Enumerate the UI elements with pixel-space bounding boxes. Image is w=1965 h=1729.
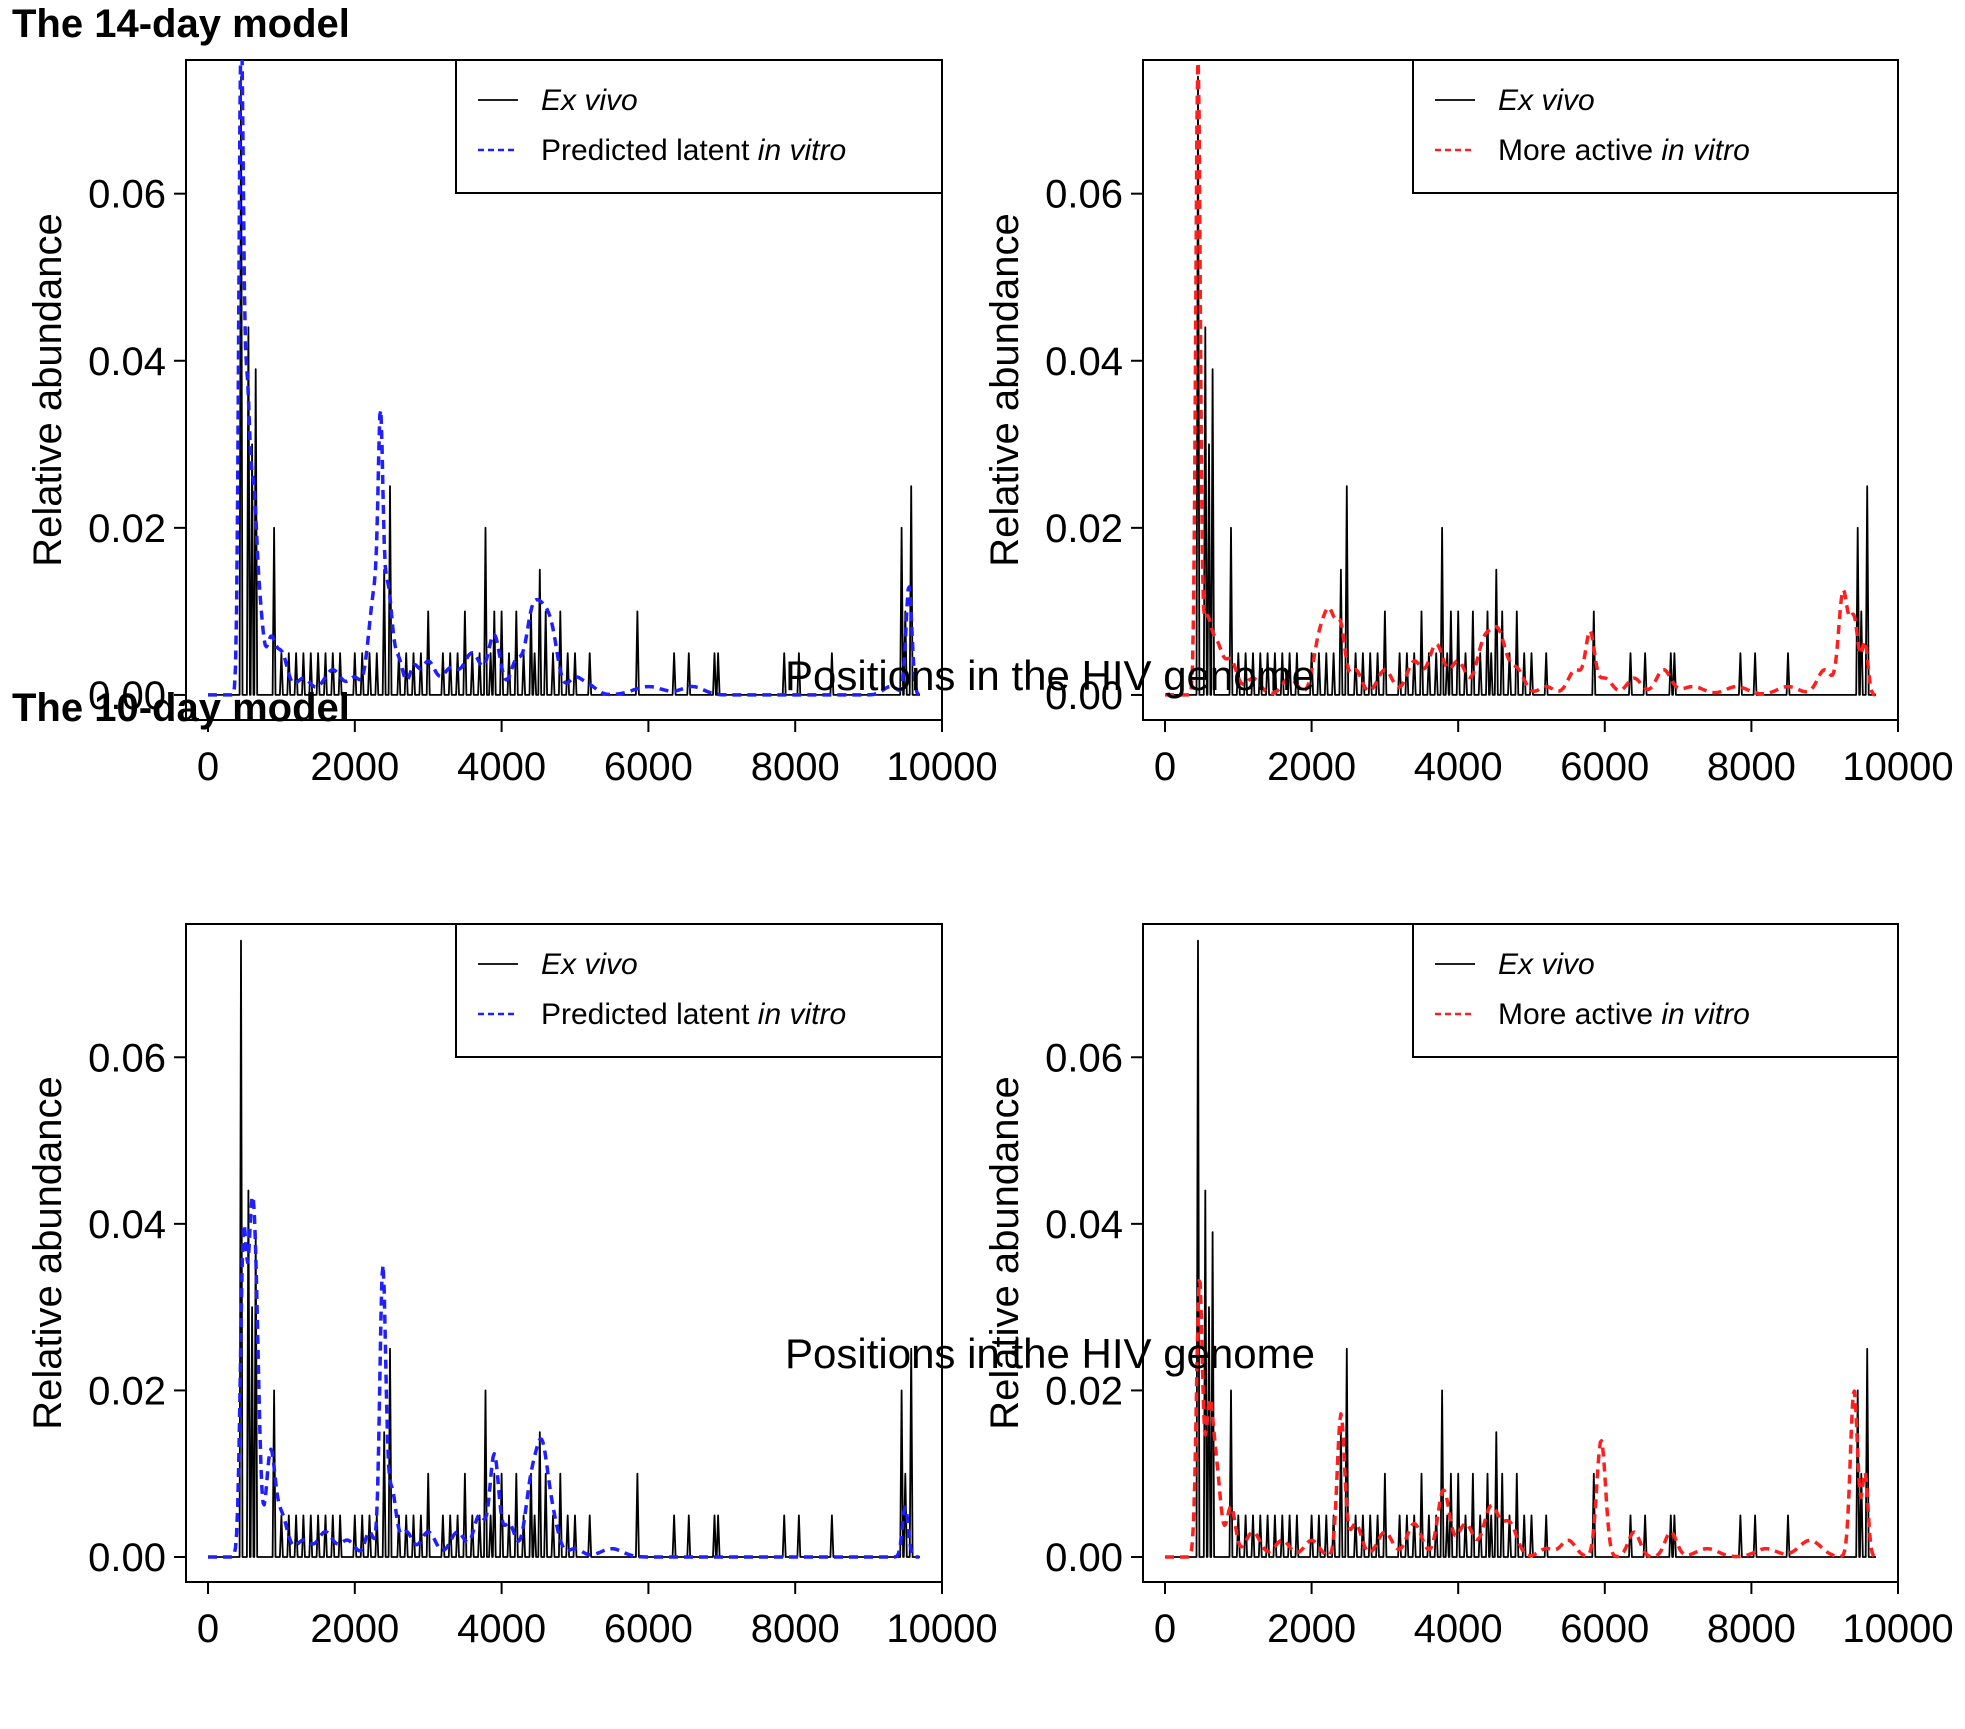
y-tick-label: 0.00 — [88, 1536, 166, 1580]
y-tick-label: 0.06 — [1045, 173, 1123, 217]
plot-area — [1164, 60, 1876, 697]
legend-label-italic: Ex vivo — [541, 84, 638, 117]
legend-label-text: More active — [1498, 134, 1661, 167]
y-tick-label: 0.04 — [88, 340, 166, 384]
x-tick-label: 2000 — [1267, 745, 1356, 789]
y-axis-label: Relative abundance — [26, 213, 70, 567]
y-tick-label: 0.04 — [88, 1203, 166, 1247]
legend-label: Ex vivo — [1498, 948, 1595, 981]
x-axis-label-14-day: Positions in the HIV genome — [785, 652, 1315, 699]
section-title-14-day: The 14-day model — [12, 2, 350, 46]
legend-label: Ex vivo — [1498, 84, 1595, 117]
x-tick-label: 10000 — [886, 745, 997, 789]
x-tick-label: 6000 — [1560, 745, 1649, 789]
legend-label-italic: in vitro — [1661, 998, 1749, 1031]
x-tick-label: 2000 — [1267, 1607, 1356, 1651]
y-tick-label: 0.00 — [88, 674, 166, 718]
series-line-ex-vivo — [208, 939, 920, 1558]
legend-label: Predicted latent in vitro — [541, 134, 846, 167]
x-tick-label: 2000 — [310, 745, 399, 789]
legend-label-italic: in vitro — [758, 134, 846, 167]
y-tick-label: 0.04 — [1045, 340, 1123, 384]
legend-label-italic: in vitro — [758, 998, 846, 1031]
plot-area — [207, 939, 920, 1559]
x-tick-label: 2000 — [310, 1607, 399, 1651]
chart-panel-14-day-left: 0 2000 4000 6000 8000 10000 0.00 0.02 0.04 0.06 Re… — [26, 59, 998, 789]
legend-label: Predicted latent in vitro — [541, 998, 846, 1031]
y-axis-label: Relative abundance — [983, 213, 1027, 567]
legend-label-italic: Ex vivo — [541, 948, 638, 981]
legend-label-italic: Ex vivo — [1498, 948, 1595, 981]
legend-box — [455, 59, 943, 194]
legend-label-text: Predicted latent — [541, 134, 758, 167]
chart-panel-10-day-left: 0 2000 4000 6000 8000 10000 0.00 0.02 0.04 0.06 Re… — [26, 923, 998, 1651]
x-tick-label: 8000 — [751, 1607, 840, 1651]
chart-panel-10-day-right: 0 2000 4000 6000 8000 10000 0.00 0.02 0.04 0.06 Re… — [983, 923, 1954, 1651]
y-tick-label: 0.06 — [1045, 1036, 1123, 1080]
x-tick-label: 8000 — [1707, 745, 1796, 789]
legend-label-italic: in vitro — [1661, 134, 1749, 167]
y-tick-label: 0.04 — [1045, 1203, 1123, 1247]
legend-box — [455, 923, 943, 1058]
legend-label: Ex vivo — [541, 84, 638, 117]
y-axis-label: Relative abundance — [26, 1076, 70, 1430]
y-tick-label: 0.00 — [1045, 1536, 1123, 1580]
x-tick-label: 0 — [197, 1607, 219, 1651]
section-title-10-day: The 10-day model — [12, 686, 350, 730]
x-axis-label-10-day: Positions in the HIV genome — [785, 1330, 1315, 1377]
x-tick-label: 4000 — [1414, 1607, 1503, 1651]
series-line-in-vitro — [1164, 60, 1876, 697]
y-tick-label: 0.06 — [88, 173, 166, 217]
x-tick-label: 0 — [197, 745, 219, 789]
x-tick-label: 6000 — [1560, 1607, 1649, 1651]
chart-panel-14-day-right: 0 2000 4000 6000 8000 10000 0.00 0.02 0.04 0.06 Re… — [983, 59, 1954, 789]
legend-label: More active in vitro — [1498, 998, 1750, 1031]
series-line-ex-vivo — [208, 75, 920, 696]
y-tick-label: 0.02 — [1045, 1369, 1123, 1413]
x-tick-label: 0 — [1154, 1607, 1176, 1651]
x-tick-label: 10000 — [886, 1607, 997, 1651]
x-tick-label: 4000 — [457, 1607, 546, 1651]
series-line-in-vitro — [207, 1195, 920, 1559]
y-tick-label: 0.02 — [88, 507, 166, 551]
legend-label-text: Predicted latent — [541, 998, 758, 1031]
series-line-ex-vivo — [1165, 939, 1876, 1558]
series-line-in-vitro — [1164, 1279, 1876, 1559]
legend-label-text: More active — [1498, 998, 1661, 1031]
y-tick-label: 0.06 — [88, 1036, 166, 1080]
series-line-in-vitro — [207, 60, 921, 697]
x-tick-label: 8000 — [751, 745, 840, 789]
legend-label: Ex vivo — [541, 948, 638, 981]
series-line-ex-vivo — [1165, 75, 1876, 696]
x-tick-label: 0 — [1154, 745, 1176, 789]
legend-box — [1412, 59, 1899, 194]
x-tick-label: 10000 — [1842, 1607, 1953, 1651]
legend-box — [1412, 923, 1899, 1058]
legend-label-italic: Ex vivo — [1498, 84, 1595, 117]
legend-label: More active in vitro — [1498, 134, 1750, 167]
y-tick-label: 0.00 — [1045, 674, 1123, 718]
x-tick-label: 6000 — [604, 1607, 693, 1651]
x-tick-label: 10000 — [1842, 745, 1953, 789]
x-tick-label: 6000 — [604, 745, 693, 789]
plot-area — [1164, 939, 1876, 1559]
x-tick-label: 4000 — [457, 745, 546, 789]
x-tick-label: 4000 — [1414, 745, 1503, 789]
y-axis-label: Relative abundance — [983, 1076, 1027, 1430]
x-tick-label: 8000 — [1707, 1607, 1796, 1651]
plot-area — [207, 60, 921, 697]
y-tick-label: 0.02 — [1045, 507, 1123, 551]
y-tick-label: 0.02 — [88, 1369, 166, 1413]
